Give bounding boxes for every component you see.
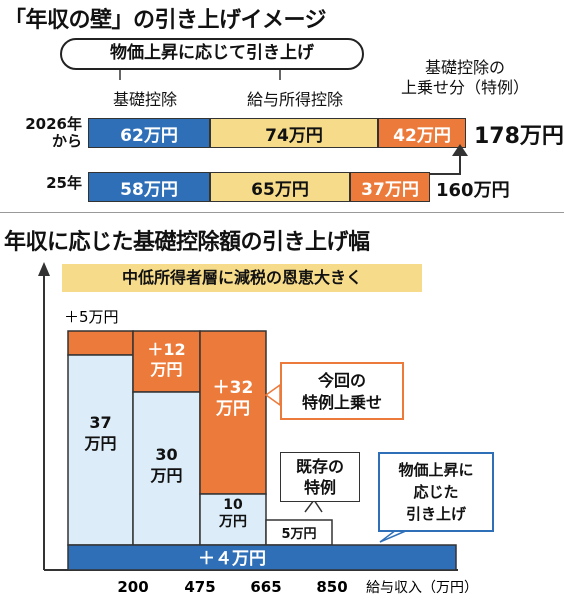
total-2026: 178万円 <box>474 124 564 149</box>
band-1-existing-label: 37 万円 <box>84 413 117 453</box>
total-25: 160万円 <box>436 180 510 201</box>
bar-25-basic-label: 58万円 <box>120 179 178 200</box>
x-axis-label: 給与収入（万円） <box>366 580 478 596</box>
callout-this-time: 今回の 特例上乗せ <box>280 362 404 420</box>
raise-pill: 物価上昇に応じて引き上げ <box>60 38 364 70</box>
x-tick-665: 665 <box>250 578 281 596</box>
x-tick-850: 850 <box>316 578 347 596</box>
bar-2026-special-label: 42万円 <box>393 125 451 146</box>
bar-2026-salary-label: 74万円 <box>265 125 323 146</box>
inflation-pointer <box>379 529 409 543</box>
x-tick-200: 200 <box>117 578 148 596</box>
bar-25-basic: 58万円 <box>88 172 210 202</box>
legend-special: 基礎控除の 上乗せ分（特例） <box>400 58 529 97</box>
benefit-banner: 中低所得者層に減税の恩恵大きく <box>62 264 422 292</box>
bar-25-special-label: 37万円 <box>361 179 419 200</box>
pill-brackets <box>119 70 281 80</box>
section-divider <box>0 212 564 213</box>
plus4-label: ＋４万円 <box>198 549 266 569</box>
legend-basic: 基礎控除 <box>112 90 177 109</box>
band-1-existing-bar <box>67 354 134 546</box>
increase-arrow <box>430 144 468 175</box>
bar-2026-basic-label: 62万円 <box>120 125 178 146</box>
top-title: 「年収の壁」の引き上げイメージ <box>4 8 327 33</box>
this-time-pointer <box>264 383 281 407</box>
bar-25-salary: 65万円 <box>210 172 350 202</box>
band-3-this-time-label: ＋32 万円 <box>212 378 254 419</box>
band-1-this-time-bar <box>67 330 134 356</box>
bar-2026-special: 42万円 <box>378 118 466 148</box>
row-label-2026: 2026年 から <box>25 115 82 150</box>
band-4-existing-label: 5万円 <box>281 527 317 542</box>
bar-2026-basic: 62万円 <box>88 118 210 148</box>
plus5-label: ＋5万円 <box>64 308 119 326</box>
callout-existing: 既存の 特例 <box>280 452 360 502</box>
inflation-raise-bar <box>67 544 457 571</box>
bottom-title: 年収に応じた基礎控除額の引き上げ幅 <box>4 230 370 255</box>
bar-2026-salary: 74万円 <box>210 118 378 148</box>
band-3-existing-label: 10 万円 <box>219 497 247 530</box>
row-label-25: 25年 <box>46 174 82 192</box>
band-3-existing-bar <box>199 493 267 546</box>
y-axis-arrow <box>38 262 50 276</box>
x-tick-475: 475 <box>184 578 215 596</box>
bar-25-salary-label: 65万円 <box>251 179 309 200</box>
band-4-existing-bar <box>265 519 333 546</box>
legend-salary: 給与所得控除 <box>246 90 343 109</box>
callout-inflation: 物価上昇に 応じた 引き上げ <box>378 452 494 532</box>
band-2-this-time-bar <box>132 330 201 393</box>
band-2-this-time-label: ＋12 万円 <box>147 340 186 379</box>
band-3-this-time-bar <box>199 330 267 495</box>
band-2-existing-label: 30 万円 <box>150 445 183 485</box>
bar-25-special: 37万円 <box>350 172 430 202</box>
band-2-existing-bar <box>132 391 201 546</box>
